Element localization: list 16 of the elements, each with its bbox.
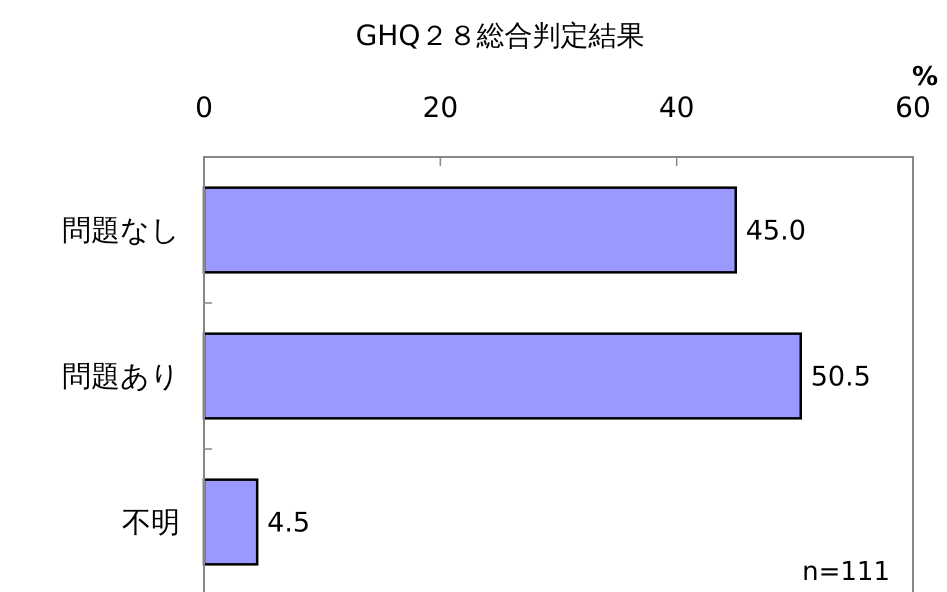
y-tick-label: 問題あり (62, 359, 180, 394)
x-tick-label: 20 (422, 91, 458, 124)
y-tick-label: 問題なし (62, 213, 180, 248)
bar (202, 332, 802, 420)
chart-title: GHQ２８総合判定結果 (356, 19, 644, 52)
data-label: 45.0 (746, 215, 806, 246)
data-label: 4.5 (267, 507, 310, 538)
y-tick-label: 不明 (122, 505, 180, 540)
annotation: n=111 (802, 557, 890, 587)
bar (202, 186, 737, 274)
data-label: 50.5 (810, 361, 871, 392)
x-tick-label: 60 (895, 91, 931, 124)
x-axis-title: % (912, 62, 938, 92)
bar (202, 478, 258, 566)
x-tick-label: 0 (195, 91, 213, 124)
x-tick-label: 40 (658, 91, 694, 124)
